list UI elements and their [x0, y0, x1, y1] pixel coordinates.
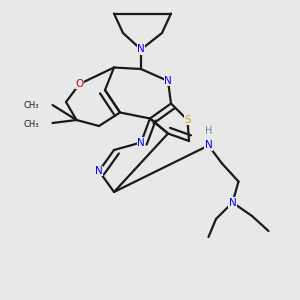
- Text: N: N: [229, 197, 236, 208]
- Text: CH₃: CH₃: [23, 120, 39, 129]
- Text: N: N: [164, 76, 172, 86]
- Text: N: N: [205, 140, 212, 151]
- Text: N: N: [95, 166, 103, 176]
- Text: S: S: [184, 115, 191, 125]
- Text: O: O: [75, 79, 84, 89]
- Text: N: N: [137, 44, 145, 55]
- Text: N: N: [137, 137, 145, 148]
- Text: H: H: [205, 125, 212, 136]
- Text: CH₃: CH₃: [23, 100, 39, 109]
